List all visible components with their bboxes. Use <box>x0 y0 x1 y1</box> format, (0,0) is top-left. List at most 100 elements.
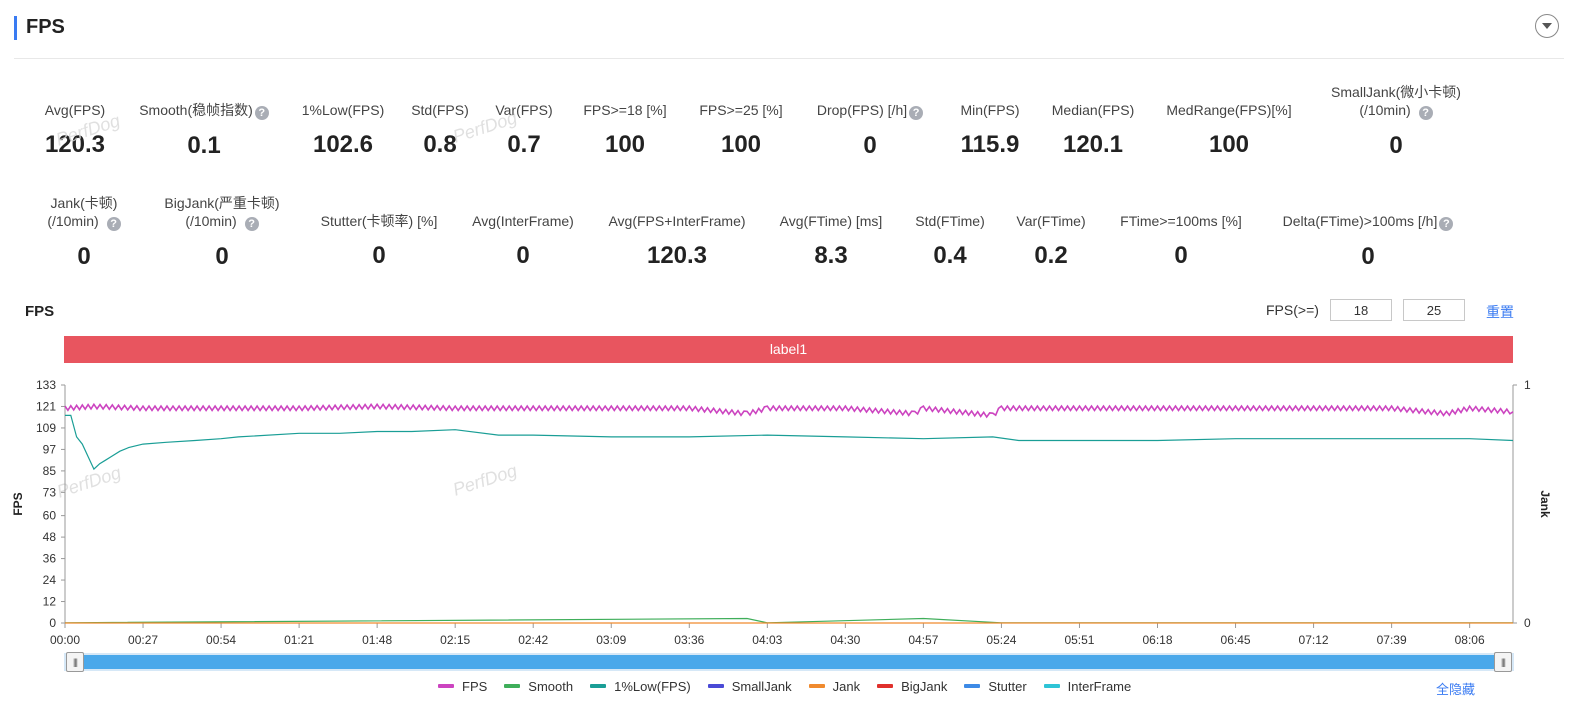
metric-label-unit: (/10min)? <box>1276 101 1516 120</box>
legend-label: Stutter <box>988 678 1027 694</box>
legend-item-interframe[interactable]: InterFrame <box>1043 678 1131 694</box>
x-tick-label: 03:09 <box>596 633 626 647</box>
y-tick-label: 48 <box>43 530 57 544</box>
metric-metrics_row1-4: Var(FPS) 0.7 <box>404 101 644 159</box>
help-icon[interactable]: ? <box>254 106 269 120</box>
help-icon[interactable]: ? <box>1418 106 1433 120</box>
legend-swatch-icon <box>438 684 454 688</box>
metric-label: Std(FPS) <box>411 102 469 118</box>
y-tick-label: 121 <box>36 399 56 413</box>
reset-link[interactable]: 重置 <box>1486 304 1514 320</box>
metric-label: FPS>=25 [%] <box>699 102 783 118</box>
metric-label: Avg(InterFrame) <box>472 213 574 229</box>
y2-tick-label: 0 <box>1524 616 1531 630</box>
metric-metrics_row2-8: FTime>=100ms [%] 0 <box>1061 212 1301 270</box>
metric-label-unit: (/10min)? <box>0 212 204 231</box>
legend-item-jank[interactable]: Jank <box>808 678 861 694</box>
metric-label: MedRange(FPS)[%] <box>1166 102 1292 118</box>
x-tick-label: 02:42 <box>518 633 548 647</box>
metric-label: Std(FTime) <box>915 213 985 229</box>
fps-threshold-input-2[interactable] <box>1403 299 1465 321</box>
legend-label: FPS <box>462 678 488 694</box>
metric-metrics_row2-4: Avg(FPS+InterFrame) 120.3 <box>557 212 797 270</box>
metric-metrics_row1-1: Smooth(稳帧指数)? 0.1 <box>84 101 324 160</box>
legend-label: Jank <box>832 678 861 694</box>
legend-item-1-low-fps-[interactable]: 1%Low(FPS) <box>590 678 691 694</box>
x-tick-label: 06:18 <box>1142 633 1172 647</box>
label-band[interactable]: label1 <box>64 336 1513 363</box>
y-tick-label: 0 <box>49 616 56 630</box>
help-icon[interactable]: ? <box>106 217 121 231</box>
chart-title: FPS <box>25 303 55 320</box>
x-tick-label: 07:39 <box>1377 633 1407 647</box>
metric-value: 0 <box>1389 132 1403 159</box>
metric-metrics_row2-9: Delta(FTime)>100ms [/h]? 0 <box>1248 212 1488 271</box>
time-range-selection[interactable] <box>66 655 1512 669</box>
x-tick-label: 00:54 <box>206 633 236 647</box>
metric-value: 0.7 <box>507 131 541 158</box>
metric-label: Var(FTime) <box>1016 213 1086 229</box>
metric-metrics_row2-3: Avg(InterFrame) 0 <box>403 212 643 270</box>
metric-metrics_row2-6: Std(FTime) 0.4 <box>830 212 1070 270</box>
metric-metrics_row2-5: Avg(FTime) [ms] 8.3 <box>711 212 951 270</box>
metric-label: Smooth(稳帧指数)? <box>84 101 324 120</box>
y-tick-label: 133 <box>36 378 56 392</box>
legend-item-stutter[interactable]: Stutter <box>964 678 1027 694</box>
x-tick-label: 05:51 <box>1064 633 1094 647</box>
y-tick-label: 85 <box>43 464 57 478</box>
metric-value: 100 <box>604 131 646 158</box>
metric-value: 0.8 <box>423 131 457 158</box>
x-tick-label: 08:06 <box>1455 633 1485 647</box>
legend-label: SmallJank <box>731 678 792 694</box>
metric-label: Drop(FPS) [/h]? <box>750 101 990 120</box>
legend-item-bigjank[interactable]: BigJank <box>877 678 947 694</box>
metric-label: Avg(FTime) [ms] <box>779 213 883 229</box>
metric-value: 120.3 <box>646 242 708 269</box>
metric-label-unit: (/10min)? <box>102 212 342 231</box>
collapse-button[interactable] <box>1535 14 1559 38</box>
y-tick-label: 60 <box>43 509 57 523</box>
legend-label: BigJank <box>901 678 948 694</box>
legend-item-smalljank[interactable]: SmallJank <box>707 678 792 694</box>
metric-value: 0.1 <box>187 132 221 159</box>
slider-handle-right[interactable]: ||| <box>1494 652 1512 672</box>
series-line-fps <box>64 402 1514 419</box>
metric-value: 100 <box>1208 131 1250 158</box>
metric-metrics_row1-7: Drop(FPS) [/h]? 0 <box>750 101 990 160</box>
metric-value: 0 <box>1361 243 1375 270</box>
y-tick-label: 24 <box>43 573 57 587</box>
help-icon[interactable]: ? <box>1439 217 1454 231</box>
metric-label: Avg(FPS+InterFrame) <box>608 213 746 229</box>
y-tick-label: 12 <box>43 595 57 609</box>
metric-metrics_row1-5: FPS>=18 [%] 100 <box>505 101 745 159</box>
section-header: FPS <box>14 12 1564 59</box>
metric-metrics_row1-0: Avg(FPS) 120.3 <box>0 101 195 159</box>
metric-label: Avg(FPS) <box>44 102 106 118</box>
y-axis-title: FPS <box>11 492 25 515</box>
metric-value: 0 <box>863 132 877 159</box>
metric-label: Delta(FTime)>100ms [/h]? <box>1248 212 1488 231</box>
metric-label: Var(FPS) <box>495 102 553 118</box>
metric-metrics_row1-3: Std(FPS) 0.8 <box>320 101 560 159</box>
y-tick-label: 73 <box>43 485 57 499</box>
metric-label: FPS>=18 [%] <box>583 102 667 118</box>
y-tick-label: 36 <box>43 552 57 566</box>
x-tick-label: 00:00 <box>50 633 80 647</box>
metric-metrics_row2-0: Jank(卡顿) (/10min)? 0 <box>0 194 204 271</box>
y-tick-label: 97 <box>43 442 57 456</box>
legend-item-fps[interactable]: FPS <box>438 678 487 694</box>
help-icon[interactable]: ? <box>244 217 259 231</box>
metric-value: 0.4 <box>933 242 967 269</box>
legend-item-smooth[interactable]: Smooth <box>504 678 573 694</box>
metric-value: 0 <box>77 243 91 270</box>
y2-tick-label: 1 <box>1524 378 1531 392</box>
slider-handle-left[interactable]: ||| <box>66 652 84 672</box>
legend-label: 1%Low(FPS) <box>614 678 691 694</box>
hide-all-link[interactable]: 全隐藏 <box>1436 682 1476 697</box>
series-line-1-low-fps- <box>65 414 1514 471</box>
help-icon[interactable]: ? <box>909 106 924 120</box>
legend-swatch-icon <box>877 684 894 688</box>
x-tick-label: 02:15 <box>440 633 470 647</box>
fps-threshold-input-1[interactable] <box>1330 299 1392 321</box>
x-tick-label: 05:24 <box>986 633 1016 647</box>
